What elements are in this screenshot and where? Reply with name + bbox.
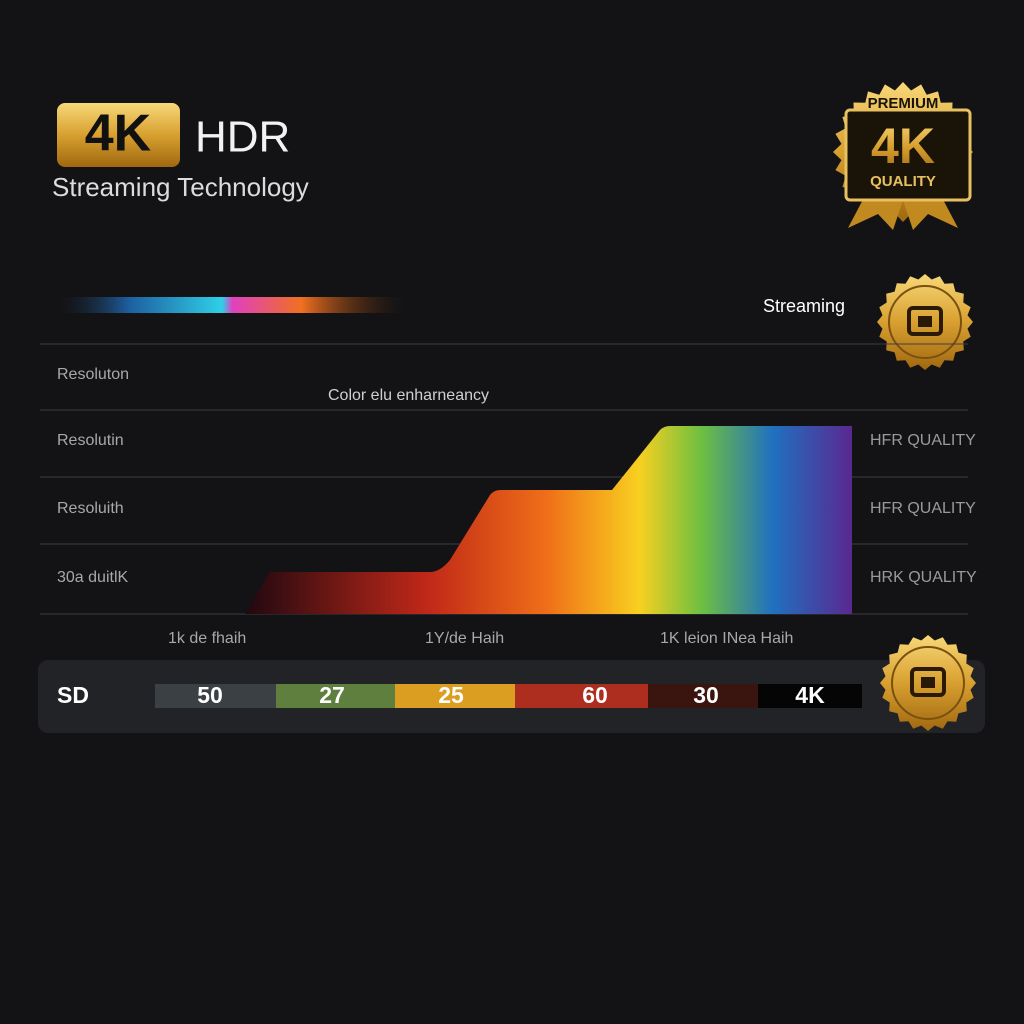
segment-text: 4K xyxy=(795,682,825,708)
segment-text: 25 xyxy=(438,682,464,708)
bottom-label: 1Y/de Haih xyxy=(425,630,504,647)
row-label: Resoluton xyxy=(57,366,129,383)
segment-text: 50 xyxy=(197,682,223,708)
bottom-label: 1k de fhaih xyxy=(168,630,246,647)
seal xyxy=(880,635,976,731)
segment xyxy=(395,684,515,708)
badge-top: PREMIUM xyxy=(868,95,939,112)
seal-icon xyxy=(907,306,943,336)
row-label: Resoluith xyxy=(57,500,124,517)
title: HDR xyxy=(195,113,290,162)
seal-icon xyxy=(910,667,946,697)
seal xyxy=(877,274,973,370)
row-label: Resolutin xyxy=(57,432,124,449)
premium-badge: PREMIUM 4K QUALITY xyxy=(833,82,973,230)
step-area xyxy=(245,426,852,614)
right-label: HRK QUALITY xyxy=(870,569,977,586)
right-label: HFR QUALITY xyxy=(870,432,976,449)
seal-icon-inner xyxy=(921,677,935,688)
segment-text: 30 xyxy=(693,682,719,708)
seal-ring xyxy=(891,646,965,720)
badge-bottom: QUALITY xyxy=(870,173,936,190)
subtitle: Streaming Technology xyxy=(52,172,309,202)
scale-label: SD xyxy=(57,682,89,708)
right-label: HFR QUALITY xyxy=(870,500,976,517)
segment-text: 27 xyxy=(319,682,345,708)
segment xyxy=(648,684,758,708)
seal-ring xyxy=(888,285,962,359)
badge-panel xyxy=(844,108,972,202)
4k-badge xyxy=(57,103,180,167)
segment-text: 60 xyxy=(582,682,608,708)
badge-text: 4K xyxy=(85,105,152,163)
seal-icon-inner xyxy=(918,316,932,327)
bottom-label: 1K leion INea Haih xyxy=(660,630,793,647)
segment xyxy=(155,684,276,708)
row-label: 30a duitlK xyxy=(57,569,128,586)
segment xyxy=(276,684,395,708)
area-caption: Color elu enharneancy xyxy=(328,387,489,404)
streaming-label: Streaming xyxy=(763,296,845,316)
color-bar xyxy=(60,297,405,313)
segment xyxy=(758,684,862,708)
segment xyxy=(515,684,648,708)
badge-main: 4K xyxy=(871,118,935,174)
